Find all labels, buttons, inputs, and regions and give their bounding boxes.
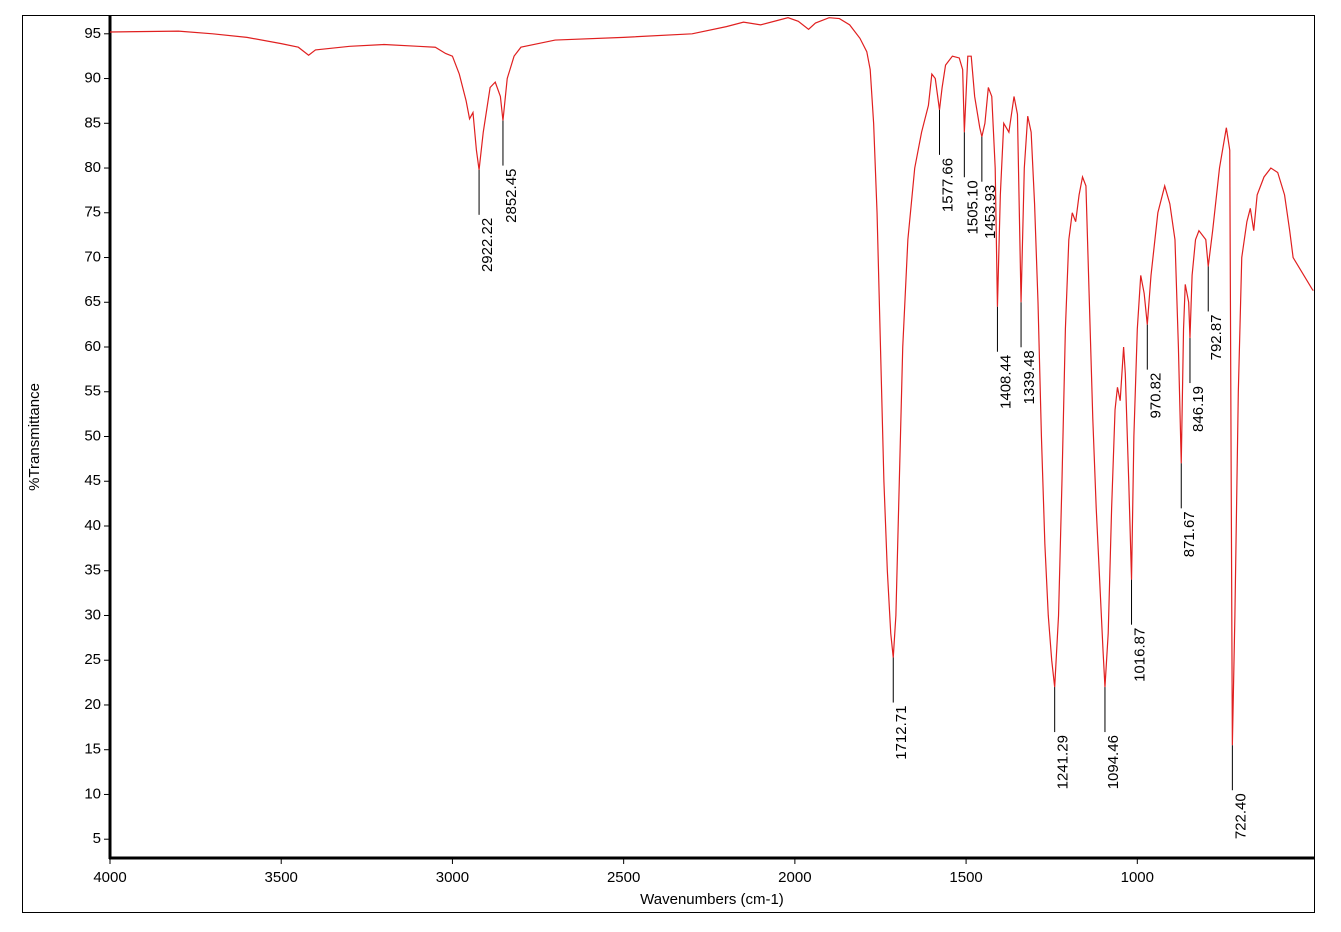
peak-label: 1505.10 — [964, 180, 981, 234]
peak-label: 1408.44 — [997, 355, 1014, 409]
x-tick-label: 1000 — [1121, 869, 1154, 886]
peak-label: 2852.45 — [503, 169, 520, 223]
y-tick-label: 45 — [84, 472, 101, 489]
peak-label: 1241.29 — [1055, 735, 1072, 789]
x-tick-label: 1500 — [949, 869, 982, 886]
y-tick-label: 35 — [84, 562, 101, 579]
x-tick-label: 3000 — [436, 869, 469, 886]
peak-label: 846.19 — [1190, 386, 1207, 432]
y-tick-label: 90 — [84, 70, 101, 87]
peak-label: 722.40 — [1232, 793, 1249, 839]
y-tick-label: 5 — [93, 830, 101, 847]
y-tick-label: 80 — [84, 159, 101, 176]
y-tick-label: 10 — [84, 785, 101, 802]
y-tick-label: 15 — [84, 741, 101, 758]
x-axis-label: Wavenumbers (cm-1) — [640, 891, 784, 908]
peak-label: 1712.71 — [893, 706, 910, 760]
peak-label: 1453.93 — [982, 185, 999, 239]
y-tick-label: 20 — [84, 696, 101, 713]
y-axis-label: %Transmittance — [26, 383, 43, 491]
peak-label: 871.67 — [1181, 511, 1198, 557]
x-tick-label: 3500 — [265, 869, 298, 886]
peak-label: 970.82 — [1147, 373, 1164, 419]
peak-label: 1339.48 — [1021, 350, 1038, 404]
y-tick-label: 70 — [84, 248, 101, 265]
peak-label: 1577.66 — [939, 158, 956, 212]
y-tick-label: 75 — [84, 204, 101, 221]
x-tick-label: 4000 — [93, 869, 126, 886]
y-tick-label: 55 — [84, 383, 101, 400]
y-tick-label: 50 — [84, 427, 101, 444]
y-tick-label: 65 — [84, 293, 101, 310]
peak-label: 1016.87 — [1131, 628, 1148, 682]
y-tick-label: 95 — [84, 25, 101, 42]
peak-label: 1094.46 — [1105, 735, 1122, 789]
peak-label: 2922.22 — [479, 218, 496, 272]
x-tick-label: 2500 — [607, 869, 640, 886]
y-tick-label: 30 — [84, 606, 101, 623]
peak-label: 792.87 — [1208, 314, 1225, 360]
y-tick-label: 40 — [84, 517, 101, 534]
frame — [22, 15, 1315, 913]
spectrum-line — [109, 17, 1314, 746]
y-tick-label: 25 — [84, 651, 101, 668]
x-tick-label: 2000 — [778, 869, 811, 886]
y-tick-label: 60 — [84, 338, 101, 355]
y-tick-label: 85 — [84, 114, 101, 131]
